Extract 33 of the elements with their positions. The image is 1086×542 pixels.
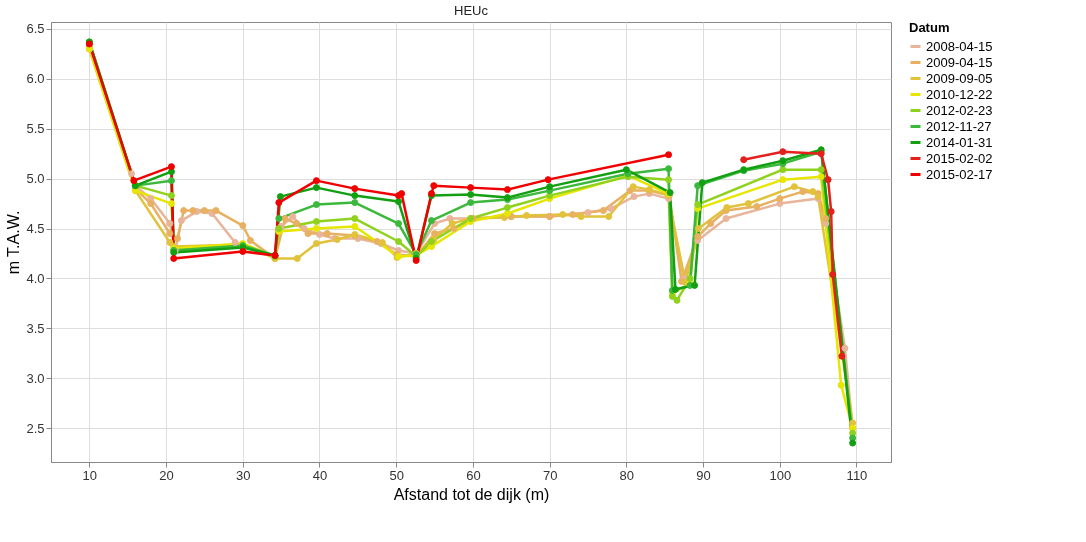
y-axis-title: m T.A.W. bbox=[5, 210, 23, 275]
y-tick-label: 6.0 bbox=[26, 71, 45, 87]
x-tick-label: 50 bbox=[389, 467, 404, 483]
x-tick-label: 70 bbox=[542, 467, 558, 483]
x-tick-label: 20 bbox=[159, 467, 174, 483]
legend-label: 2015-02-17 bbox=[926, 166, 993, 182]
x-tick-label: 10 bbox=[82, 467, 98, 483]
y-tick-label: 5.0 bbox=[26, 171, 45, 187]
x-tick-label: 60 bbox=[466, 467, 481, 483]
y-tick-label: 3.5 bbox=[26, 320, 45, 336]
x-tick-label: 80 bbox=[619, 467, 635, 483]
legend-label: 2010-12-22 bbox=[926, 86, 993, 102]
legend-label: 2008-04-15 bbox=[926, 38, 993, 54]
y-tick-label: 4.5 bbox=[26, 221, 45, 237]
chart-title: HEUc bbox=[454, 3, 489, 18]
legend-label: 2009-04-15 bbox=[926, 54, 993, 70]
y-tick-label: 4.0 bbox=[26, 270, 45, 286]
x-tick-label: 90 bbox=[696, 467, 711, 483]
x-tick-label: 30 bbox=[236, 467, 251, 483]
y-tick-label: 2.5 bbox=[26, 420, 45, 436]
legend-label: 2009-09-05 bbox=[926, 70, 993, 86]
legend-label: 2014-01-31 bbox=[926, 134, 993, 150]
legend-label: 2012-02-23 bbox=[926, 102, 993, 118]
x-axis-title: Afstand tot de dijk (m) bbox=[393, 485, 550, 503]
y-tick-label: 5.5 bbox=[26, 121, 45, 137]
y-tick-label: 6.5 bbox=[26, 21, 45, 37]
x-tick-label: 40 bbox=[312, 467, 328, 483]
y-tick-label: 3.0 bbox=[26, 370, 45, 386]
legend-label: 2015-02-02 bbox=[926, 150, 993, 166]
legend-title: Datum bbox=[909, 20, 950, 35]
x-tick-label: 100 bbox=[769, 467, 792, 483]
legend-label: 2012-11-27 bbox=[926, 118, 992, 134]
x-tick-label: 110 bbox=[846, 467, 868, 483]
